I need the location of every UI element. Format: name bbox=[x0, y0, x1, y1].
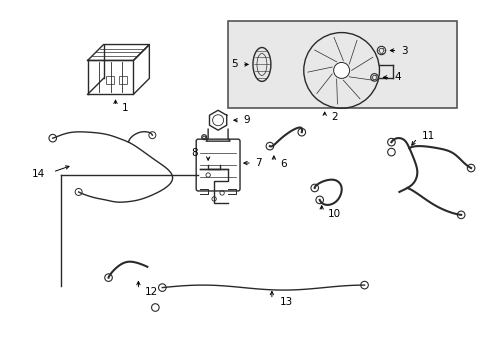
Text: 12: 12 bbox=[144, 287, 157, 297]
Text: 13: 13 bbox=[279, 297, 292, 306]
Text: 2: 2 bbox=[331, 112, 338, 122]
Text: 14: 14 bbox=[32, 169, 45, 179]
Text: 11: 11 bbox=[421, 131, 434, 141]
Text: 10: 10 bbox=[327, 209, 340, 219]
Text: 7: 7 bbox=[254, 158, 261, 168]
Bar bbox=[105, 76, 113, 84]
Text: 8: 8 bbox=[190, 148, 197, 158]
Text: 3: 3 bbox=[401, 45, 407, 55]
Bar bbox=[119, 76, 127, 84]
Text: 9: 9 bbox=[243, 115, 249, 125]
Circle shape bbox=[333, 62, 349, 78]
Text: 1: 1 bbox=[121, 103, 128, 113]
Bar bbox=[227, 21, 456, 108]
Text: 6: 6 bbox=[279, 159, 286, 169]
Text: 4: 4 bbox=[394, 72, 400, 82]
Text: 5: 5 bbox=[231, 59, 238, 69]
